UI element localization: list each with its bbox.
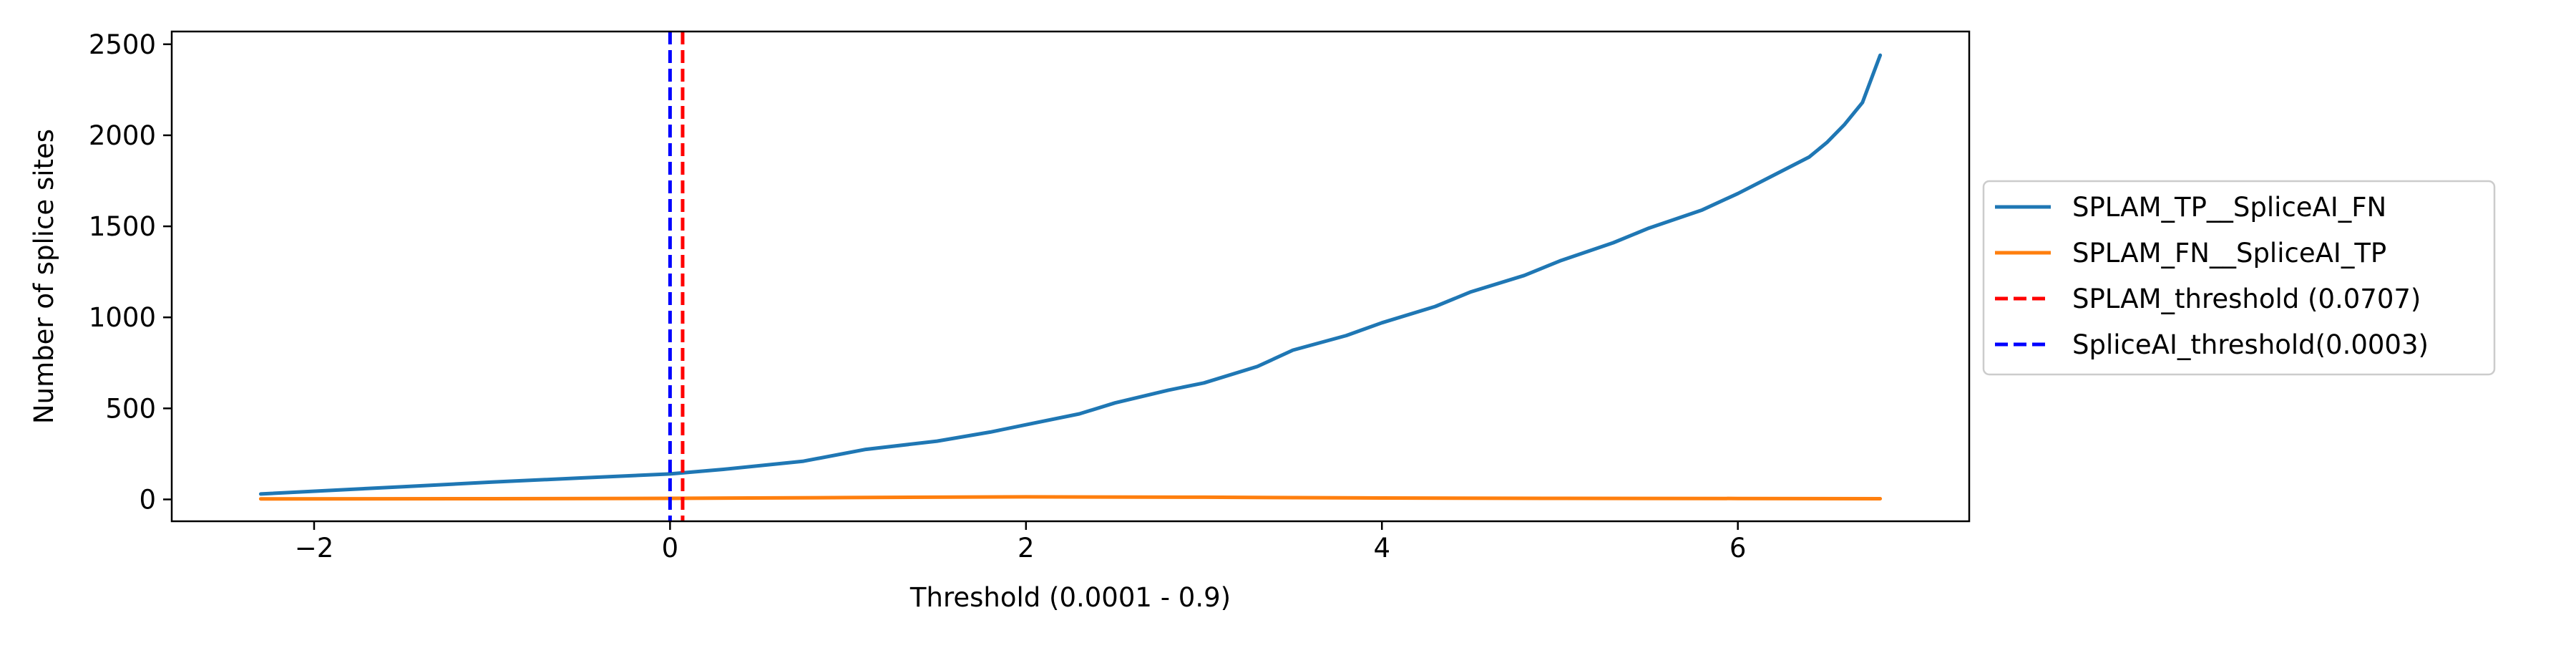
- y-axis: 0 500 1000 1500 2000 2500: [89, 29, 172, 515]
- series-layer: [258, 32, 1883, 521]
- x-axis: −2 0 2 4 6: [295, 521, 1747, 564]
- x-axis-title: Threshold (0.0001 - 0.9): [909, 582, 1231, 613]
- legend-label: SPLAM_threshold (0.0707): [2072, 284, 2421, 314]
- series-line-2: [258, 495, 1883, 501]
- x-tick-label: 4: [1373, 533, 1390, 564]
- legend-box: [1982, 180, 2496, 376]
- x-tick-label: −2: [295, 533, 334, 564]
- legend-label: SPLAM_TP__SpliceAI_FN: [2072, 192, 2386, 223]
- y-tick-label: 500: [105, 393, 156, 424]
- legend-label: SpliceAI_threshold(0.0003): [2072, 329, 2429, 360]
- plot-frame: [170, 30, 1971, 523]
- y-tick-label: 2000: [89, 120, 156, 151]
- y-tick-label: 0: [139, 484, 156, 515]
- y-axis-title: Number of splice sites: [29, 129, 59, 424]
- legend: SPLAM_TP__SpliceAI_FN SPLAM_FN__SpliceAI_…: [1982, 180, 2496, 376]
- series-line-1: [258, 53, 1883, 496]
- x-tick-label: 0: [662, 533, 679, 564]
- y-tick-label: 1500: [89, 211, 156, 242]
- x-tick-label: 6: [1729, 533, 1747, 564]
- legend-label: SPLAM_FN__SpliceAI_TP: [2072, 238, 2386, 269]
- x-tick-label: 2: [1018, 533, 1035, 564]
- plot-area: [170, 30, 1971, 523]
- y-tick-label: 1000: [89, 302, 156, 333]
- y-tick-label: 2500: [89, 29, 156, 60]
